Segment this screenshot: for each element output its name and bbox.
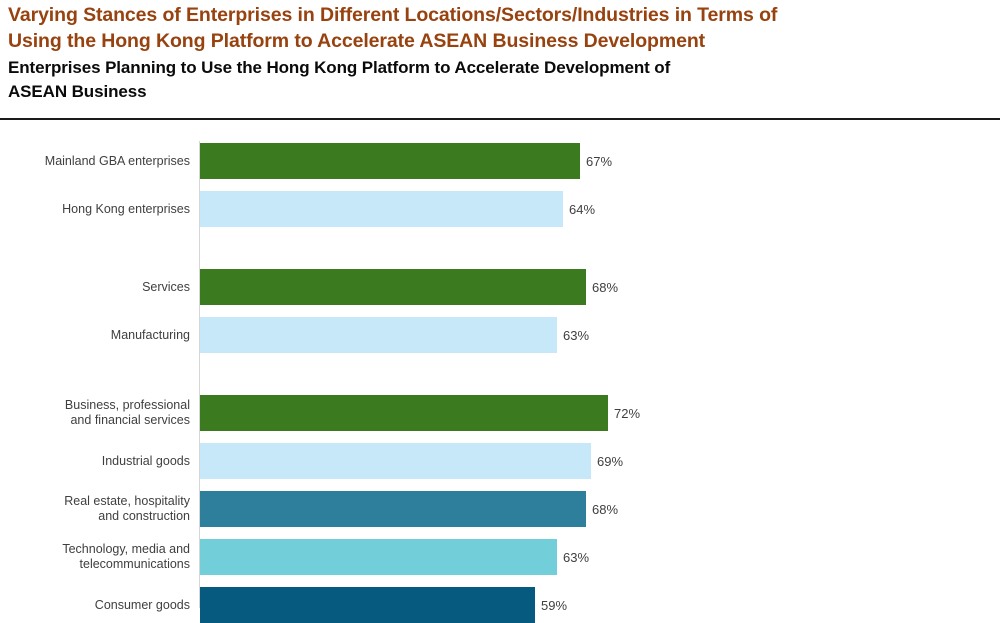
bar <box>200 587 535 623</box>
page-title: Varying Stances of Enterprises in Differ… <box>8 2 992 54</box>
bar-value-label: 63% <box>563 549 590 565</box>
bar <box>200 539 557 575</box>
page-title-line-1: Varying Stances of Enterprises in Differ… <box>8 4 778 26</box>
chart-header: Varying Stances of Enterprises in Differ… <box>0 0 1000 104</box>
bar-category-label: Technology, media and telecommunications <box>62 542 190 571</box>
bar-value-label: 64% <box>569 201 596 217</box>
bar-row: Mainland GBA enterprises 67% <box>0 143 1000 179</box>
bar-row: Manufacturing 63% <box>0 317 1000 353</box>
bar-value-label: 63% <box>563 327 590 343</box>
bar-value-label: 67% <box>586 153 613 169</box>
bar-category-label: Hong Kong enterprises <box>62 201 190 216</box>
bar-category-label: Manufacturing <box>110 327 190 342</box>
bar-category-label: Services <box>142 279 190 294</box>
bar <box>200 443 591 479</box>
bar-row: Business, professional and financial ser… <box>0 395 1000 431</box>
page-subtitle: Enterprises Planning to Use the Hong Kon… <box>8 56 992 104</box>
bar <box>200 143 580 179</box>
page-title-line-2: Using the Hong Kong Platform to Accelera… <box>8 30 706 52</box>
bar <box>200 191 563 227</box>
bar <box>200 317 557 353</box>
bar <box>200 395 608 431</box>
bar-category-label: Consumer goods <box>94 597 190 612</box>
bar-category-label: Industrial goods <box>101 453 190 468</box>
header-divider <box>0 118 1000 120</box>
bar <box>200 491 586 527</box>
bar-row: Hong Kong enterprises 64% <box>0 191 1000 227</box>
bar-value-label: 68% <box>592 501 619 517</box>
bar-chart: Mainland GBA enterprises 67% Hong Kong ent… <box>0 133 1000 623</box>
bar-category-label: Business, professional and financial ser… <box>64 398 190 427</box>
bar-row: Real estate, hospitality and constructio… <box>0 491 1000 527</box>
bar <box>200 269 586 305</box>
bar-row: Consumer goods 59% <box>0 587 1000 623</box>
bar-category-label: Mainland GBA enterprises <box>44 153 190 168</box>
bar-value-label: 72% <box>614 405 641 421</box>
bar-value-label: 59% <box>541 597 568 613</box>
page-subtitle-line-1: Enterprises Planning to Use the Hong Kon… <box>8 58 671 77</box>
bar-row: Services 68% <box>0 269 1000 305</box>
bar-value-label: 69% <box>597 453 624 469</box>
bar-value-label: 68% <box>592 279 619 295</box>
bar-row: Technology, media and telecommunications… <box>0 539 1000 575</box>
y-axis-line <box>199 141 200 608</box>
bar-category-label: Real estate, hospitality and constructio… <box>64 494 190 523</box>
page-subtitle-line-2: ASEAN Business <box>8 82 147 101</box>
bar-row: Industrial goods 69% <box>0 443 1000 479</box>
